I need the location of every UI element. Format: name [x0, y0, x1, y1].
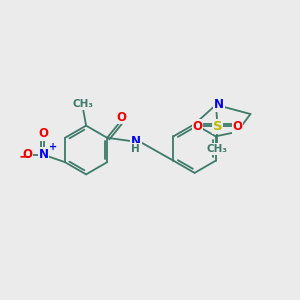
Text: O: O	[193, 120, 202, 133]
Text: +: +	[49, 142, 57, 152]
Text: S: S	[213, 120, 222, 133]
Text: O: O	[116, 110, 126, 124]
Text: N: N	[214, 98, 224, 111]
Text: O: O	[232, 120, 242, 133]
Text: CH₃: CH₃	[73, 99, 94, 109]
Text: CH₃: CH₃	[207, 144, 228, 154]
Text: O: O	[39, 128, 49, 140]
Text: N: N	[39, 148, 49, 161]
Text: N: N	[131, 135, 141, 148]
Text: −: −	[19, 149, 30, 163]
Text: H: H	[131, 144, 140, 154]
Text: O: O	[22, 148, 32, 161]
